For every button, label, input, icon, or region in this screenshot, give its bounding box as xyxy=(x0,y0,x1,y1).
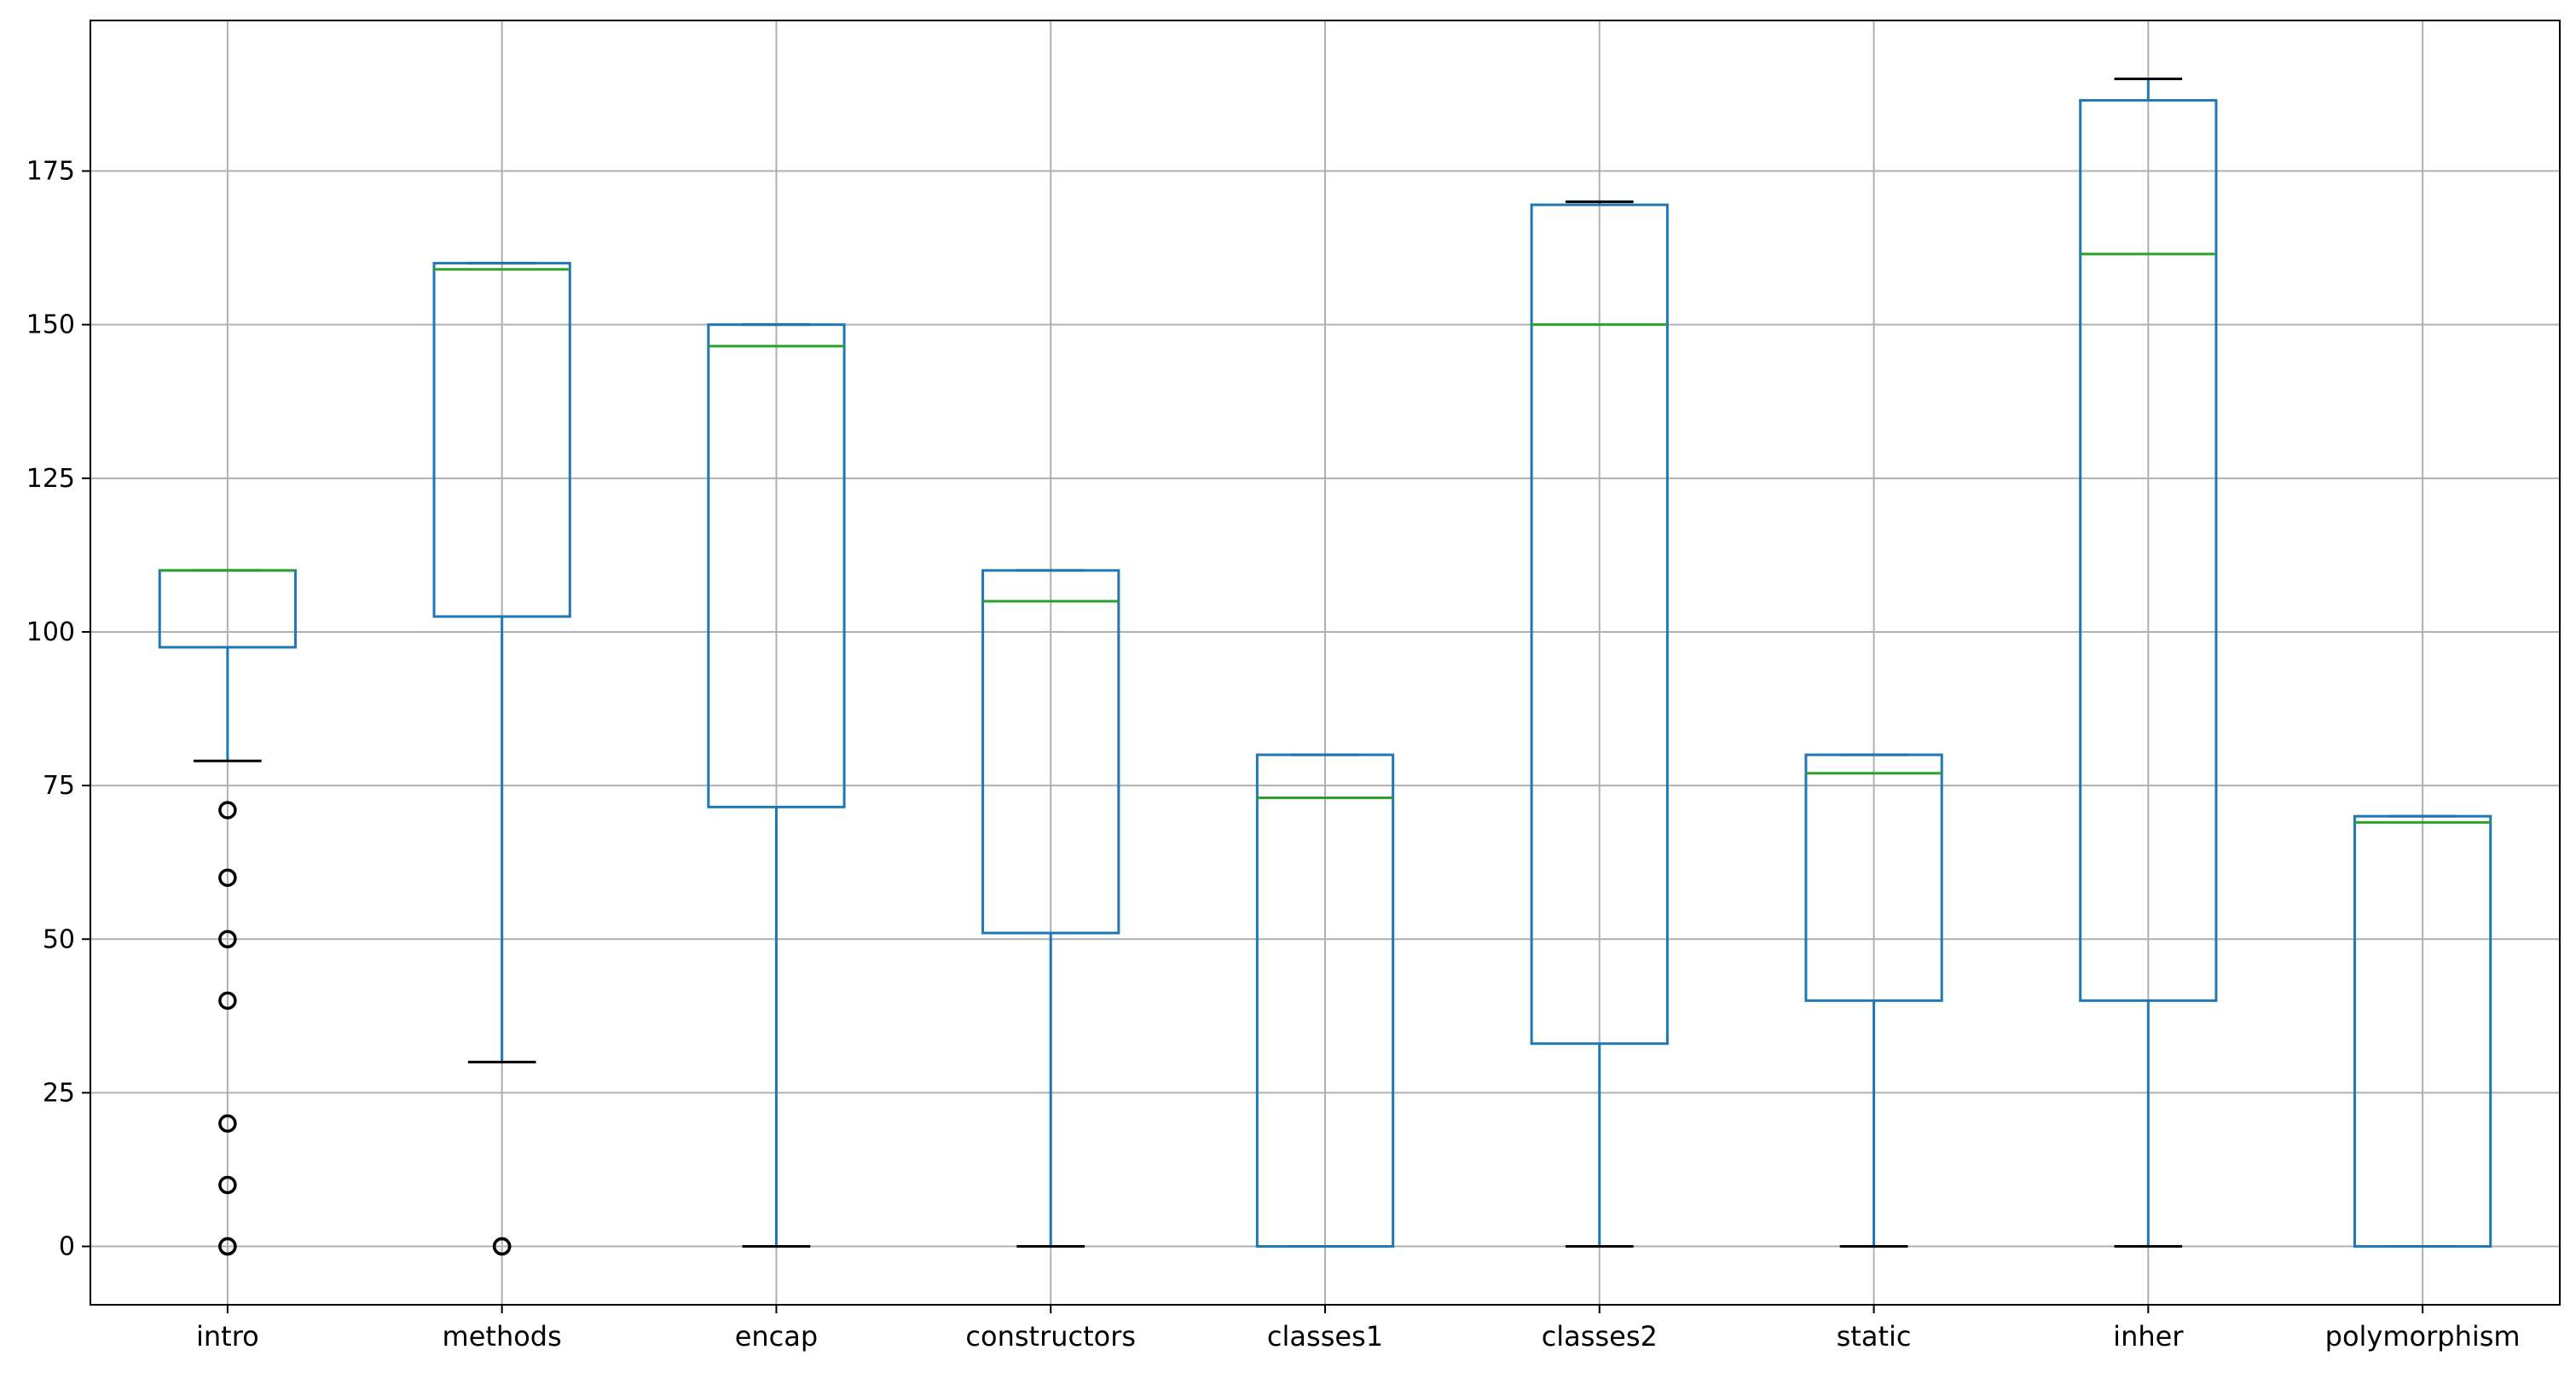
box-group-encap xyxy=(707,323,846,1248)
x-tick-label-classes1: classes1 xyxy=(1267,1320,1383,1353)
box-group-methods xyxy=(432,262,571,1256)
x-tick-label-encap: encap xyxy=(735,1320,818,1353)
y-tick-label: 150 xyxy=(26,310,75,340)
y-tick-label: 75 xyxy=(43,771,75,801)
x-tick-label-classes2: classes2 xyxy=(1542,1320,1658,1353)
y-tick-label: 175 xyxy=(26,157,75,187)
outlier-point xyxy=(218,868,237,887)
outlier-point xyxy=(218,801,237,820)
y-tick-label: 0 xyxy=(59,1232,75,1262)
x-tick-label-intro: intro xyxy=(196,1320,259,1353)
outlier-point xyxy=(218,1114,237,1133)
outlier-point xyxy=(218,1175,237,1195)
box-group-classes1 xyxy=(1255,753,1395,1248)
box-encap xyxy=(707,323,846,808)
x-tick-label-inher: inher xyxy=(2113,1320,2184,1353)
outlier-point xyxy=(492,1237,512,1256)
plot-area xyxy=(158,77,2492,1256)
box-classes1 xyxy=(1255,753,1395,1248)
x-tick-label-constructors: constructors xyxy=(965,1320,1136,1353)
box-inher xyxy=(2079,99,2218,1002)
y-tick-label: 50 xyxy=(43,924,75,954)
x-tick-label-polymorphism: polymorphism xyxy=(2325,1320,2521,1353)
outlier-point xyxy=(218,930,237,949)
box-group-polymorphism xyxy=(2353,814,2492,1248)
outlier-point xyxy=(218,991,237,1011)
y-tick-label: 25 xyxy=(43,1078,75,1108)
box-group-static xyxy=(1804,753,1943,1248)
outlier-point xyxy=(218,1237,237,1256)
box-group-intro xyxy=(158,569,298,1256)
y-tick-label: 125 xyxy=(26,464,75,494)
box-group-constructors xyxy=(981,569,1120,1248)
box-group-classes2 xyxy=(1530,200,1669,1248)
box-constructors xyxy=(981,569,1120,935)
box-static xyxy=(1804,753,1943,1002)
axis-ticks: 0 25 50 75 100 125 150 175 intro methods encap cons… xyxy=(26,157,2521,1353)
box-polymorphism xyxy=(2353,814,2492,1248)
x-tick-label-methods: methods xyxy=(443,1320,562,1353)
box-classes2 xyxy=(1530,203,1669,1046)
box-group-inher xyxy=(2079,77,2218,1248)
y-tick-label: 100 xyxy=(26,617,75,647)
x-tick-label-static: static xyxy=(1837,1320,1912,1353)
box-methods xyxy=(432,262,571,618)
